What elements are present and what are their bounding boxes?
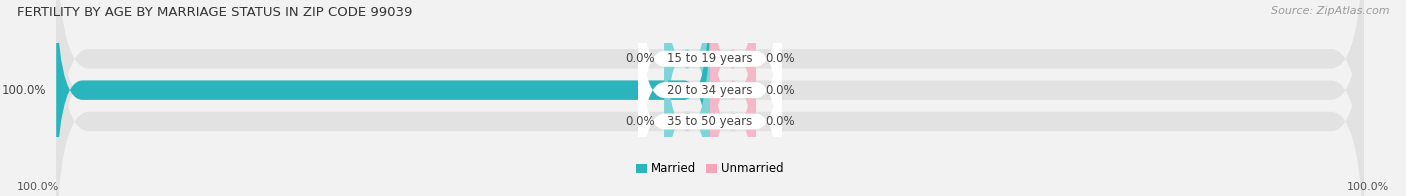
- FancyBboxPatch shape: [710, 0, 756, 174]
- FancyBboxPatch shape: [638, 4, 782, 196]
- FancyBboxPatch shape: [56, 0, 1364, 196]
- FancyBboxPatch shape: [664, 6, 710, 196]
- Text: Source: ZipAtlas.com: Source: ZipAtlas.com: [1271, 6, 1389, 16]
- FancyBboxPatch shape: [710, 0, 756, 196]
- Text: 0.0%: 0.0%: [766, 52, 796, 65]
- Text: 0.0%: 0.0%: [624, 52, 654, 65]
- FancyBboxPatch shape: [664, 0, 710, 174]
- FancyBboxPatch shape: [56, 0, 1364, 196]
- FancyBboxPatch shape: [638, 0, 782, 196]
- Text: 15 to 19 years: 15 to 19 years: [668, 52, 752, 65]
- FancyBboxPatch shape: [56, 0, 1364, 196]
- Text: 20 to 34 years: 20 to 34 years: [668, 84, 752, 97]
- Text: 100.0%: 100.0%: [17, 182, 59, 192]
- Text: 0.0%: 0.0%: [624, 115, 654, 128]
- Text: 0.0%: 0.0%: [766, 84, 796, 97]
- FancyBboxPatch shape: [710, 6, 756, 196]
- Legend: Married, Unmarried: Married, Unmarried: [631, 158, 789, 180]
- Text: 0.0%: 0.0%: [766, 115, 796, 128]
- Text: 100.0%: 100.0%: [1, 84, 46, 97]
- FancyBboxPatch shape: [56, 0, 710, 196]
- FancyBboxPatch shape: [638, 0, 782, 176]
- Text: 100.0%: 100.0%: [1347, 182, 1389, 192]
- Text: 35 to 50 years: 35 to 50 years: [668, 115, 752, 128]
- Text: FERTILITY BY AGE BY MARRIAGE STATUS IN ZIP CODE 99039: FERTILITY BY AGE BY MARRIAGE STATUS IN Z…: [17, 6, 412, 19]
